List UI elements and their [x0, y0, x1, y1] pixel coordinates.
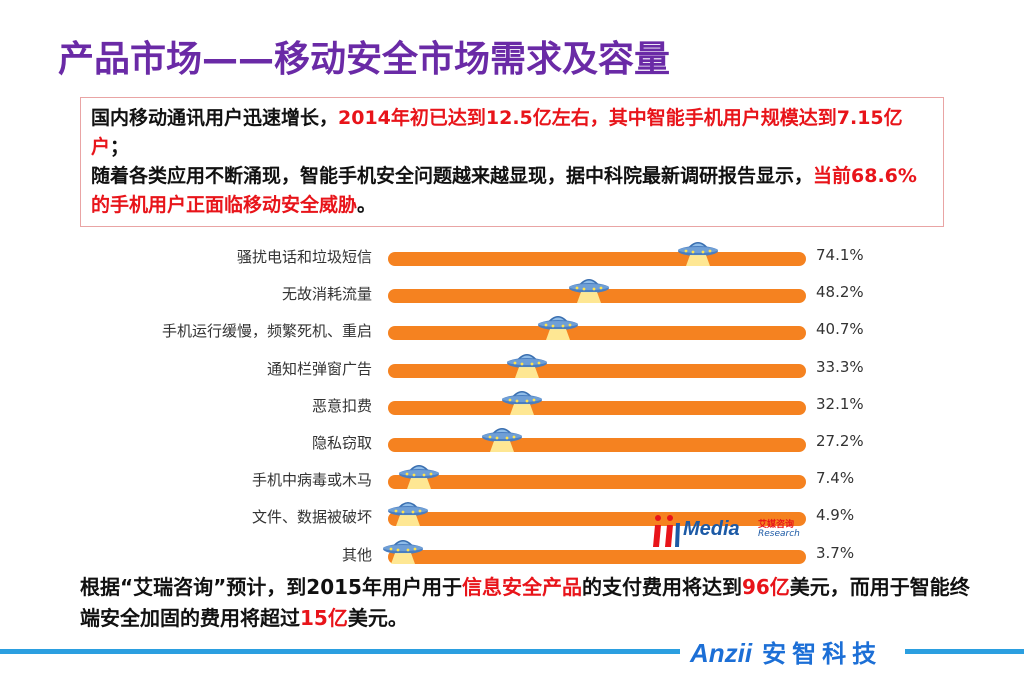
chart-row: 通知栏弹窗广告 33.3% — [0, 350, 1024, 387]
value-marker-ufo-icon — [567, 273, 611, 304]
category-label: 隐私窃取 — [311, 434, 372, 452]
bar-track — [388, 363, 806, 378]
intro-highlight-1: 2014年初已达到12.5亿左右，其中智能手机用户规模达到7.15亿户 — [91, 107, 903, 158]
chart-row: 隐私窃取 27.2% — [0, 424, 1024, 461]
value-label: 74.1% — [816, 246, 864, 264]
intro-text-2: 随着各类应用不断涌现，智能手机安全问题越来越显现，据中科院最新调研报告显示， — [91, 165, 814, 187]
imedia-logo-word: Media — [683, 518, 740, 540]
bar-track — [388, 400, 806, 415]
category-label: 恶意扣费 — [311, 396, 372, 415]
footer-part-3: 的支付费用将达到 — [581, 575, 742, 599]
value-marker-ufo-icon — [397, 459, 441, 490]
imedia-logo-en: Research — [758, 529, 800, 539]
value-label: 7.4% — [816, 469, 855, 488]
value-label: 32.1% — [816, 394, 864, 413]
brand-name-en: Anzii — [690, 638, 753, 668]
intro-text-1: 国内移动通讯用户迅速增长， — [91, 107, 339, 129]
bar-track — [388, 475, 806, 490]
imedia-figures-icon — [653, 515, 680, 547]
footer-part-5: 美元，而用于智能终端安全加固的费用将超过 — [80, 575, 970, 630]
footer-divider-left — [0, 649, 680, 654]
footer-part-1: 根据“艾瑞咨询”预计，到2015年用户用于 — [80, 575, 462, 599]
category-label: 通知栏弹窗广告 — [266, 359, 372, 378]
value-label: 33.3% — [816, 357, 864, 376]
category-label: 手机运行缓慢，频繁死机、重启 — [161, 322, 372, 341]
value-marker-ufo-icon — [500, 385, 544, 415]
chart-row: 恶意扣费 32.1% — [0, 387, 1024, 424]
footer-highlight-96: 96亿 — [741, 575, 790, 599]
value-label: 3.7% — [816, 543, 855, 562]
chart-row: 手机中病毒或木马 7.4% — [0, 461, 1024, 498]
slide-title: 产品市场——移动安全市场需求及容量 — [58, 39, 671, 80]
imedia-logo: Media 艾媒咨询 Research — [650, 513, 800, 549]
chart-row: 无故消耗流量 48.2% — [0, 275, 1024, 312]
footer-highlight-product: 信息安全产品 — [461, 575, 582, 599]
category-label: 骚扰电话和垃圾短信 — [236, 248, 372, 266]
category-label: 其他 — [341, 545, 372, 564]
footer-forecast-text: 根据“艾瑞咨询”预计，到2015年用户用于信息安全产品的支付费用将达到96亿美元… — [80, 572, 980, 634]
value-label: 48.2% — [816, 283, 864, 302]
value-label: 40.7% — [816, 320, 864, 339]
bar-track — [388, 549, 806, 564]
bar-track — [388, 252, 806, 266]
imedia-logo-cn: 艾媒咨询 — [758, 520, 795, 530]
value-marker-ufo-icon — [536, 310, 580, 341]
brand-name-cn: 安智科技 — [762, 639, 883, 668]
footer-part-7: 美元。 — [347, 606, 408, 630]
value-marker-ufo-icon — [480, 422, 524, 452]
brand-mark: Anzii 安智科技 — [690, 634, 882, 669]
bar-track — [388, 326, 806, 341]
value-marker-ufo-icon — [381, 534, 425, 564]
intro-text-box: 国内移动通讯用户迅速增长，2014年初已达到12.5亿左右，其中智能手机用户规模… — [80, 97, 944, 227]
bar-track — [388, 438, 806, 452]
value-marker-ufo-icon — [676, 236, 720, 266]
value-marker-ufo-icon — [386, 496, 430, 527]
chart-row: 文件、数据被破坏 4.9% — [0, 498, 1024, 535]
bar-track — [388, 512, 806, 527]
category-label: 无故消耗流量 — [281, 285, 372, 304]
category-label: 文件、数据被破坏 — [251, 508, 372, 527]
value-label: 27.2% — [816, 432, 864, 450]
value-label: 4.9% — [816, 506, 855, 525]
category-label: 手机中病毒或木马 — [251, 471, 372, 490]
intro-text-1-end: ； — [110, 136, 130, 158]
footer-divider-right — [905, 649, 1024, 654]
value-marker-ufo-icon — [505, 348, 549, 378]
chart-row: 其他 3.7% — [0, 536, 1024, 573]
intro-text-2-end: 。 — [357, 194, 377, 216]
threat-bar-chart: 骚扰电话和垃圾短信 74.1% 无故消耗流量 48.2% 手机运行缓慢，频繁死机、重启 4… — [0, 238, 1024, 573]
footer-highlight-15: 15亿 — [300, 606, 348, 630]
chart-row: 手机运行缓慢，频繁死机、重启 40.7% — [0, 312, 1024, 349]
intro-highlight-2: 当前68.6%的手机用户正面临移动安全威胁 — [91, 165, 917, 216]
chart-row: 骚扰电话和垃圾短信 74.1% — [0, 238, 1024, 275]
